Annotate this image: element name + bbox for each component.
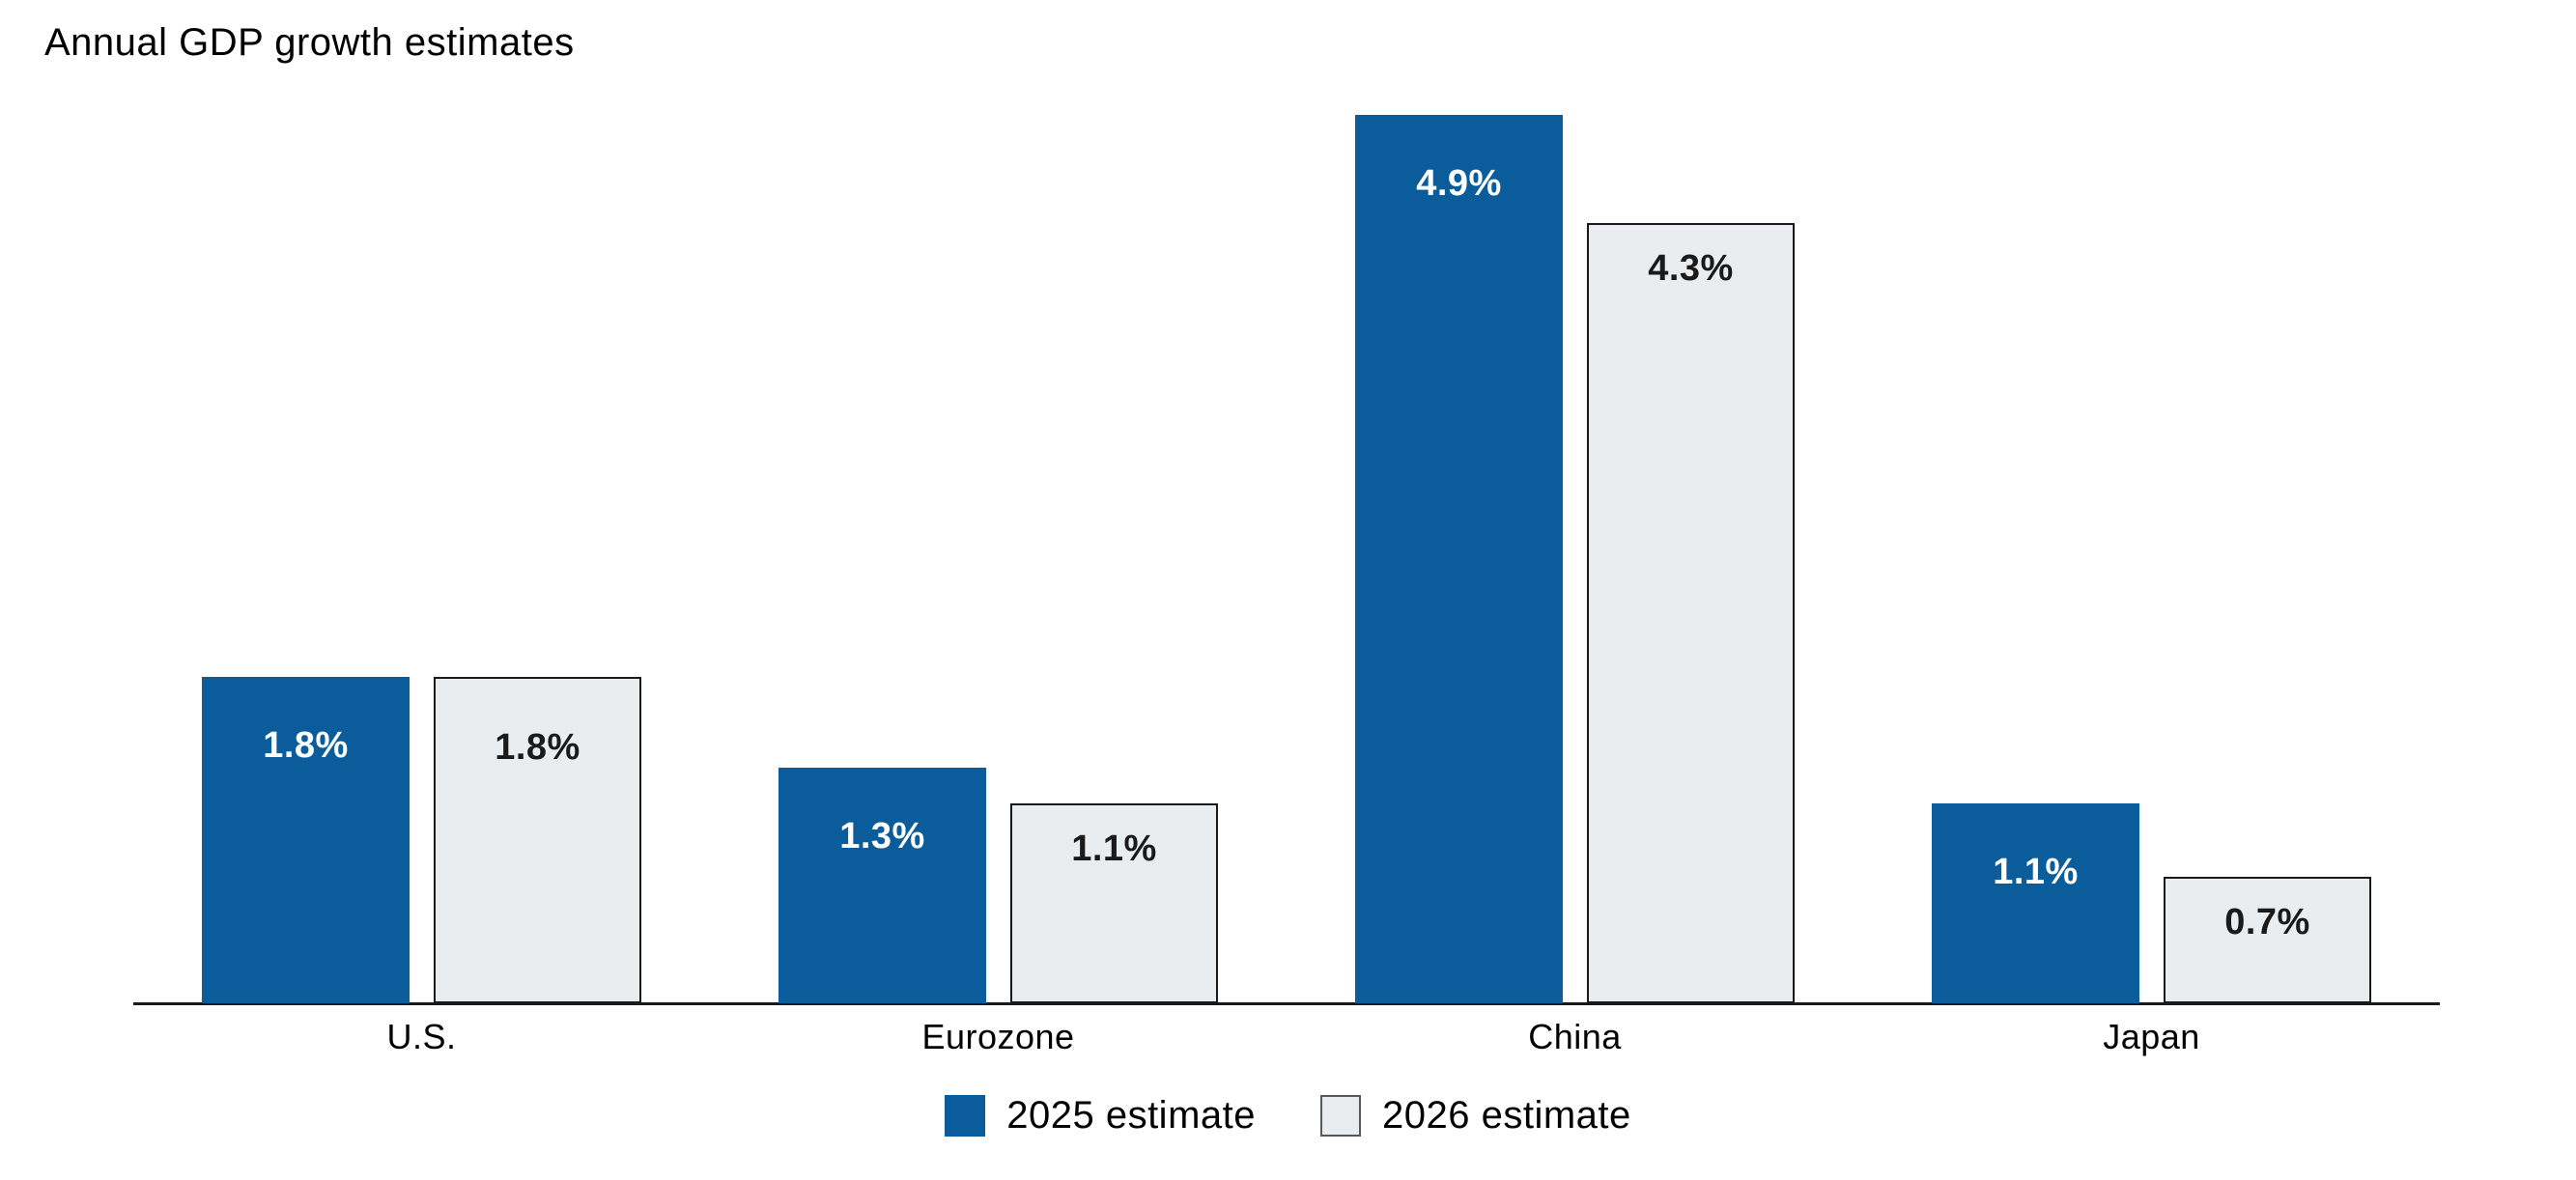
bar-value-label: 0.7% xyxy=(2224,902,2310,942)
legend-item-2026: 2026 estimate xyxy=(1320,1094,1631,1138)
category-label: Eurozone xyxy=(921,1017,1075,1056)
legend-item-2025: 2025 estimate xyxy=(945,1094,1256,1138)
bar-value-label: 4.9% xyxy=(1416,162,1502,204)
bar: 1.3% xyxy=(778,768,986,1003)
bar: 0.7% xyxy=(2164,877,2371,1003)
bar: 1.8% xyxy=(434,677,641,1003)
legend-swatch-2026 xyxy=(1320,1095,1361,1137)
chart-title: Annual GDP growth estimates xyxy=(44,21,575,64)
category-label: China xyxy=(1528,1017,1622,1056)
bar: 1.8% xyxy=(202,677,410,1003)
bar: 4.9% xyxy=(1355,115,1563,1003)
bar: 1.1% xyxy=(1010,803,1218,1003)
legend-swatch-2025 xyxy=(945,1095,986,1137)
bar-value-label: 1.1% xyxy=(1993,852,2079,893)
legend: 2025 estimate 2026 estimate xyxy=(0,1094,2576,1138)
legend-label-2026: 2026 estimate xyxy=(1382,1094,1631,1137)
bar-value-label: 1.8% xyxy=(495,726,580,768)
bar: 4.3% xyxy=(1587,223,1795,1003)
bar-value-label: 1.3% xyxy=(839,815,925,857)
category-label: U.S. xyxy=(386,1017,457,1056)
bar: 1.1% xyxy=(1932,803,2139,1003)
x-axis-line xyxy=(133,1002,2440,1005)
bar-value-label: 1.8% xyxy=(263,724,349,766)
bar-value-label: 1.1% xyxy=(1071,829,1157,869)
category-label: Japan xyxy=(2103,1017,2200,1056)
bar-value-label: 4.3% xyxy=(1648,248,1734,289)
legend-label-2025: 2025 estimate xyxy=(1006,1094,1256,1137)
